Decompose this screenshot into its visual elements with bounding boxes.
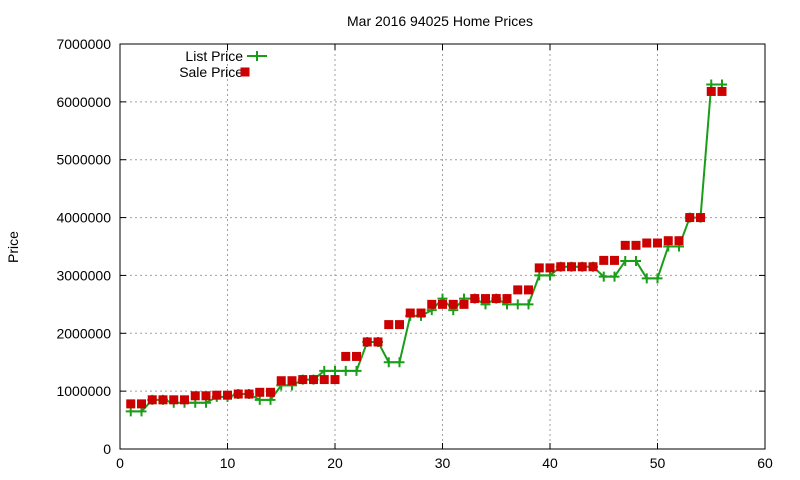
sale-price-point: [126, 399, 136, 409]
sale-price-point: [384, 320, 394, 330]
sale-price-point: [502, 294, 512, 304]
sale-price-point: [663, 236, 673, 246]
sale-price-point: [405, 308, 415, 318]
y-tick-label: 0: [103, 441, 111, 457]
sale-price-point: [190, 391, 200, 401]
sale-price-point: [287, 376, 297, 386]
sale-price-point: [448, 299, 458, 309]
list-price-point: [330, 365, 340, 376]
list-price-point: [394, 357, 405, 368]
sale-price-point: [158, 395, 168, 405]
sale-price-point: [180, 395, 189, 405]
sale-price-point: [491, 294, 501, 304]
sale-price-point: [212, 390, 222, 400]
sale-price-point: [620, 240, 630, 250]
sale-price-point: [362, 337, 372, 347]
x-tick-label: 20: [327, 455, 343, 471]
list-price-point: [598, 271, 609, 282]
sale-price-point: [642, 238, 652, 248]
list-price-point: [340, 365, 351, 376]
sale-price-point: [223, 390, 232, 400]
x-tick-label: 30: [435, 455, 451, 471]
sale-price-point: [147, 395, 157, 405]
y-axis-label: Price: [5, 231, 21, 263]
y-tick-label: 4000000: [56, 210, 111, 226]
list-price-point: [351, 365, 362, 376]
sale-price-point: [266, 387, 275, 397]
sale-price-point: [438, 299, 447, 309]
sale-price-point: [137, 399, 146, 409]
series-layer: [125, 79, 727, 417]
list-price-point: [631, 255, 641, 266]
sale-price-point: [427, 299, 437, 309]
sale-price-point: [169, 395, 179, 405]
sale-price-point: [470, 294, 480, 304]
sale-price-point: [577, 262, 587, 272]
sale-price-point: [298, 375, 308, 385]
legend-plus-swatch: [252, 51, 262, 61]
list-price-point: [523, 299, 534, 310]
series-sale-price: [126, 86, 727, 409]
sale-price-point: [706, 86, 716, 96]
y-tick-label: 2000000: [56, 325, 111, 341]
sale-price-point: [599, 255, 609, 265]
sale-price-point: [717, 86, 727, 96]
legend-square-swatch: [240, 67, 250, 77]
y-tick-label: 3000000: [56, 267, 111, 283]
list-price-point: [512, 299, 523, 310]
x-tick-label: 40: [542, 455, 558, 471]
legend-label: List Price: [185, 48, 243, 64]
sale-price-point: [653, 238, 662, 248]
list-price-point: [652, 273, 663, 284]
sale-price-point: [255, 387, 265, 397]
sale-price-point: [395, 320, 404, 330]
sale-price-point: [631, 240, 641, 250]
sale-price-point: [309, 375, 318, 385]
sale-price-point: [352, 351, 361, 361]
sale-price-point: [330, 375, 340, 385]
sale-price-point: [319, 375, 329, 385]
list-price-point: [319, 365, 330, 376]
y-tick-label: 6000000: [56, 94, 111, 110]
list-price-point: [620, 255, 631, 266]
list-price-point: [383, 357, 394, 368]
sale-price-point: [534, 263, 544, 273]
y-tick-label: 7000000: [56, 36, 111, 52]
x-tick-label: 50: [650, 455, 666, 471]
list-price-point: [641, 273, 652, 284]
sale-price-point: [674, 236, 684, 246]
x-tick-label: 10: [220, 455, 236, 471]
axes: 0 10 20 30 40 50 60 0 1000000 2000000 3000000 40000…: [56, 36, 773, 471]
list-price-point: [609, 271, 620, 282]
x-tick-label: 60: [757, 455, 773, 471]
sale-price-point: [610, 255, 619, 265]
y-tick-label: 1000000: [56, 383, 111, 399]
legend-label: Sale Price: [179, 64, 243, 80]
sale-price-point: [567, 262, 576, 272]
sale-price-point: [244, 389, 254, 399]
sale-price-point: [233, 389, 243, 399]
sale-price-point: [416, 308, 426, 318]
sale-price-point: [545, 263, 555, 273]
sale-price-point: [459, 299, 469, 309]
sale-price-point: [513, 285, 523, 295]
y-tick-label: 5000000: [56, 152, 111, 168]
chart-title: Mar 2016 94025 Home Prices: [347, 13, 533, 29]
sale-price-point: [481, 294, 490, 304]
sale-price-point: [685, 213, 695, 223]
sale-price-point: [524, 285, 533, 295]
sale-price-point: [588, 262, 598, 272]
sale-price-point: [556, 262, 566, 272]
sale-price-point: [276, 376, 286, 386]
sale-price-point: [201, 391, 211, 401]
sale-price-point: [696, 213, 705, 223]
x-tick-label: 0: [116, 455, 124, 471]
sale-price-point: [373, 337, 383, 347]
sale-price-point: [341, 351, 351, 361]
